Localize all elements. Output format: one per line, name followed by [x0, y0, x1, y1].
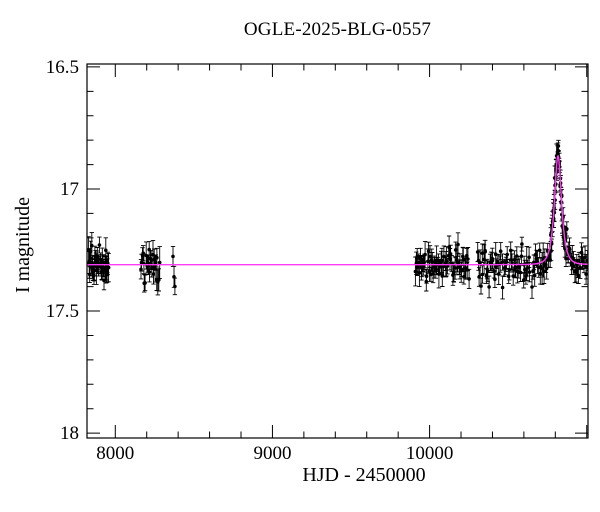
y-tick-label: 17.5: [46, 301, 79, 322]
model-curve: [87, 155, 588, 266]
x-tick-label: 9000: [253, 443, 291, 464]
y-tick-label: 17: [60, 179, 79, 200]
x-tick-label: 8000: [96, 443, 134, 464]
axis-frame: [86, 63, 589, 439]
x-tick-label: 10000: [406, 443, 454, 464]
y-tick-label: 16.5: [46, 57, 79, 78]
plot-title: OGLE-2025-BLG-0557: [243, 19, 432, 40]
x-axis-label: HJD - 2450000: [302, 464, 426, 486]
data-points: [87, 144, 588, 290]
y-tick-label: 18: [60, 423, 79, 444]
